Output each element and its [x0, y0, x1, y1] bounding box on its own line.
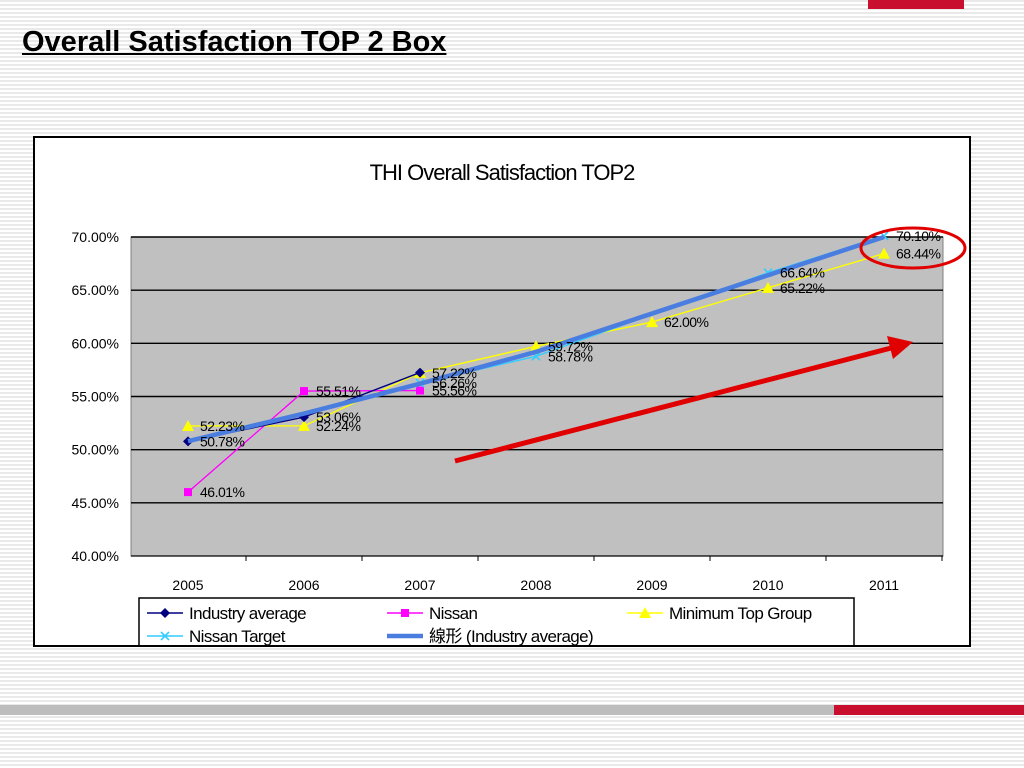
- data-label: 46.01%: [200, 484, 245, 500]
- marker-square: [401, 609, 409, 617]
- data-label: 56.26%: [432, 375, 477, 391]
- x-tick-label: 2009: [636, 577, 667, 593]
- highlight-circle: [859, 226, 967, 270]
- x-tick-label: 2010: [752, 577, 783, 593]
- marker-triangle: [646, 316, 658, 328]
- footer-bar-gray: [0, 705, 1024, 715]
- y-tick-label: 55.00%: [72, 389, 119, 405]
- y-tick-label: 45.00%: [72, 495, 119, 511]
- trend-arrow: [454, 344, 896, 464]
- footer-bar-red: [834, 705, 1024, 715]
- x-tick-label: 2011: [869, 577, 899, 593]
- data-label: 66.64%: [780, 265, 825, 281]
- marker-diamond: [160, 608, 170, 618]
- chart-frame: THI Overall Satisfaction TOP2 40.00% 45.00…: [33, 136, 971, 650]
- data-label: 58.78%: [548, 348, 593, 364]
- legend-label: 線形 (Industry average): [429, 627, 593, 645]
- trend-arrow-head: [887, 336, 913, 359]
- marker-x: [160, 631, 170, 641]
- marker-triangle: [182, 419, 194, 431]
- y-tick-label: 50.00%: [72, 442, 119, 458]
- y-tick-label: 60.00%: [72, 335, 119, 351]
- legend-label: Nissan: [429, 604, 478, 623]
- marker-square: [416, 386, 424, 395]
- top-accent-bar: [868, 0, 964, 9]
- data-label: 55.56%: [432, 383, 477, 399]
- data-label: 55.51%: [316, 383, 361, 399]
- y-tick-label: 40.00%: [72, 548, 119, 564]
- data-label: 65.22%: [780, 280, 825, 296]
- marker-triangle: [639, 607, 651, 618]
- y-tick-label: 65.00%: [72, 282, 119, 298]
- chart-title: THI Overall Satisfaction TOP2: [370, 160, 636, 185]
- x-tick-label: 2007: [404, 577, 435, 593]
- data-label: 52.23%: [200, 418, 245, 434]
- legend-label: Industry average: [189, 604, 306, 623]
- data-label: 50.78%: [200, 433, 245, 449]
- series-line: [187, 234, 885, 444]
- x-tick-label: 2006: [288, 577, 319, 593]
- marker-diamond: [415, 367, 425, 378]
- slide-title: Overall Satisfaction TOP 2 Box: [22, 26, 447, 58]
- marker-triangle: [878, 247, 890, 259]
- data-label: 57.22%: [432, 365, 477, 381]
- legend-box: [138, 597, 855, 650]
- data-label: 52.24%: [316, 418, 361, 434]
- x-tick-label: 2005: [172, 577, 203, 593]
- marker-square: [300, 387, 308, 396]
- chart-svg: THI Overall Satisfaction TOP2 40.00% 45.00…: [72, 160, 967, 650]
- data-label: 70.10%: [896, 228, 941, 244]
- marker-triangle: [298, 419, 310, 431]
- data-label: 59.72%: [548, 338, 593, 354]
- legend-label: Minimum Top Group: [669, 604, 812, 623]
- x-tick-label: 2008: [520, 577, 551, 593]
- marker-x: [531, 351, 541, 361]
- data-label: 53.06%: [316, 409, 361, 425]
- data-label: 62.00%: [664, 314, 709, 330]
- marker-triangle: [762, 281, 774, 293]
- marker-square: [184, 488, 192, 497]
- y-tick-label: 70.00%: [72, 229, 119, 245]
- legend-label: Nissan Target: [189, 627, 286, 645]
- data-label: 68.44%: [896, 246, 941, 262]
